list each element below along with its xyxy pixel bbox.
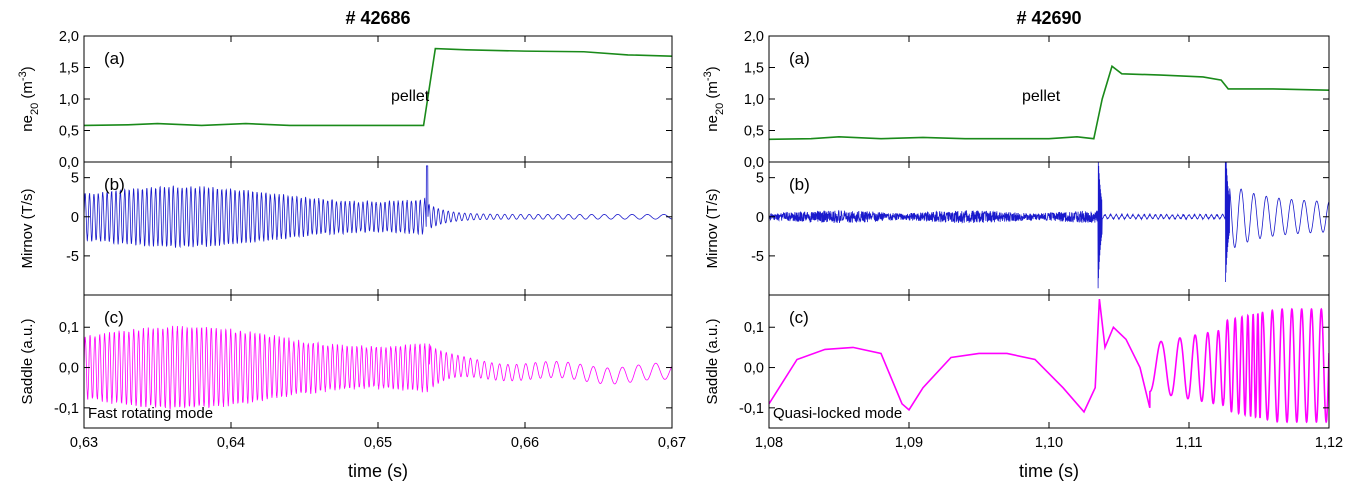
ylabel-sub: 20 bbox=[29, 103, 41, 115]
panel-label: (b) bbox=[104, 175, 125, 194]
ylabel-part: (m bbox=[19, 81, 36, 103]
ylabel-part: ) bbox=[19, 66, 36, 71]
ylabel-part: ) bbox=[704, 66, 721, 71]
panel-frame bbox=[83, 35, 673, 163]
x-axis-label: time (s) bbox=[348, 461, 408, 481]
y-tick-label: -0,1 bbox=[739, 401, 764, 417]
pellet-annotation: pellet bbox=[391, 88, 430, 105]
y-tick-label: 1,5 bbox=[59, 61, 79, 77]
y-tick-label: 5 bbox=[756, 171, 764, 187]
chart-shot-42686: # 42686 0,0 0,5 1,0 1,5 2,0 ne20 (m-3) (a) pelle… bbox=[17, 8, 686, 481]
mode-note: Quasi-locked mode bbox=[773, 405, 902, 422]
y-axis-label: Saddle (a.u.) bbox=[704, 319, 721, 405]
y-tick-label: 0,0 bbox=[744, 155, 764, 171]
y-tick-label: 2,0 bbox=[744, 29, 764, 45]
y-axis-label: ne20 (m-3) bbox=[702, 66, 726, 131]
ylabel-sup: -3 bbox=[702, 71, 714, 81]
panel-b: -5 0 5 Mirnov (T/s) (b) bbox=[19, 161, 673, 296]
x-axis-label: time (s) bbox=[1019, 461, 1079, 481]
x-tick-label: 1,08 bbox=[755, 435, 783, 451]
panel-b: -5 0 5 Mirnov (T/s) (b) bbox=[704, 161, 1330, 296]
ylabel-part: (m bbox=[704, 81, 721, 103]
mode-note: Fast rotating mode bbox=[88, 405, 213, 422]
series-line-b bbox=[84, 165, 672, 249]
y-axis-label: Mirnov (T/s) bbox=[704, 189, 721, 269]
y-tick-label: 0,1 bbox=[59, 320, 79, 336]
x-tick-label: 0,64 bbox=[217, 435, 245, 451]
panel-label: (b) bbox=[789, 175, 810, 194]
x-tick-label: 0,67 bbox=[658, 435, 686, 451]
series-line-a bbox=[84, 47, 672, 127]
y-tick-label: 5 bbox=[71, 171, 79, 187]
ylabel-part: ne bbox=[19, 115, 36, 132]
y-tick-label: 0,5 bbox=[744, 124, 764, 140]
panel-label: (c) bbox=[104, 308, 124, 327]
y-tick-label: 0 bbox=[71, 210, 79, 226]
y-tick-label: 0,5 bbox=[59, 124, 79, 140]
x-tick-label: 1,10 bbox=[1035, 435, 1063, 451]
x-tick-label: 0,66 bbox=[511, 435, 539, 451]
x-tick-label: 1,12 bbox=[1315, 435, 1343, 451]
series-line-c bbox=[84, 325, 672, 410]
x-tick-label: 1,09 bbox=[895, 435, 923, 451]
ylabel-sub: 20 bbox=[714, 103, 726, 115]
y-tick-label: 1,0 bbox=[744, 92, 764, 108]
y-tick-label: 0,1 bbox=[744, 320, 764, 336]
y-tick-label: 1,5 bbox=[744, 61, 764, 77]
chart-title: # 42686 bbox=[345, 8, 410, 28]
panel-a: 0,0 0,5 1,0 1,5 2,0 ne20 (m-3) (a) pellet bbox=[17, 29, 673, 171]
x-tick-label: 0,63 bbox=[70, 435, 98, 451]
panel-a: 0,0 0,5 1,0 1,5 2,0 ne20 (m-3) (a) pellet bbox=[702, 29, 1330, 171]
y-tick-label: 0 bbox=[756, 210, 764, 226]
chart-shot-42690: # 42690 0,0 0,5 1,0 1,5 2,0 ne20 (m-3) (a) pelle… bbox=[702, 8, 1343, 481]
ylabel-part: ne bbox=[704, 115, 721, 132]
panel-c: -0,1 0,0 0,1 Saddle (a.u.) (c) Quasi-locked m… bbox=[704, 294, 1330, 429]
panel-c: -0,1 0,0 0,1 Saddle (a.u.) (c) Fast rotating … bbox=[19, 294, 673, 429]
y-tick-label: 1,0 bbox=[59, 92, 79, 108]
panel-label: (c) bbox=[789, 308, 809, 327]
chart-title: # 42690 bbox=[1016, 8, 1081, 28]
series-line-a bbox=[769, 64, 1329, 141]
y-axis-label: Saddle (a.u.) bbox=[19, 319, 36, 405]
y-tick-label: 2,0 bbox=[59, 29, 79, 45]
y-tick-label: 0,0 bbox=[59, 155, 79, 171]
y-axis-label: Mirnov (T/s) bbox=[19, 189, 36, 269]
panel-label: (a) bbox=[104, 49, 125, 68]
y-tick-label: -0,1 bbox=[54, 401, 79, 417]
series-line-c bbox=[769, 298, 1329, 424]
y-tick-label: 0,0 bbox=[59, 361, 79, 377]
y-tick-label: -5 bbox=[66, 249, 79, 265]
pellet-annotation: pellet bbox=[1022, 88, 1061, 105]
x-tick-label: 0,65 bbox=[364, 435, 392, 451]
y-tick-label: -5 bbox=[751, 249, 764, 265]
x-tick-label: 1,11 bbox=[1175, 435, 1202, 451]
y-axis-label: ne20 (m-3) bbox=[17, 66, 41, 131]
ylabel-sup: -3 bbox=[17, 71, 29, 81]
y-tick-label: 0,0 bbox=[744, 361, 764, 377]
panel-label: (a) bbox=[789, 49, 810, 68]
series-line-b bbox=[769, 162, 1329, 289]
